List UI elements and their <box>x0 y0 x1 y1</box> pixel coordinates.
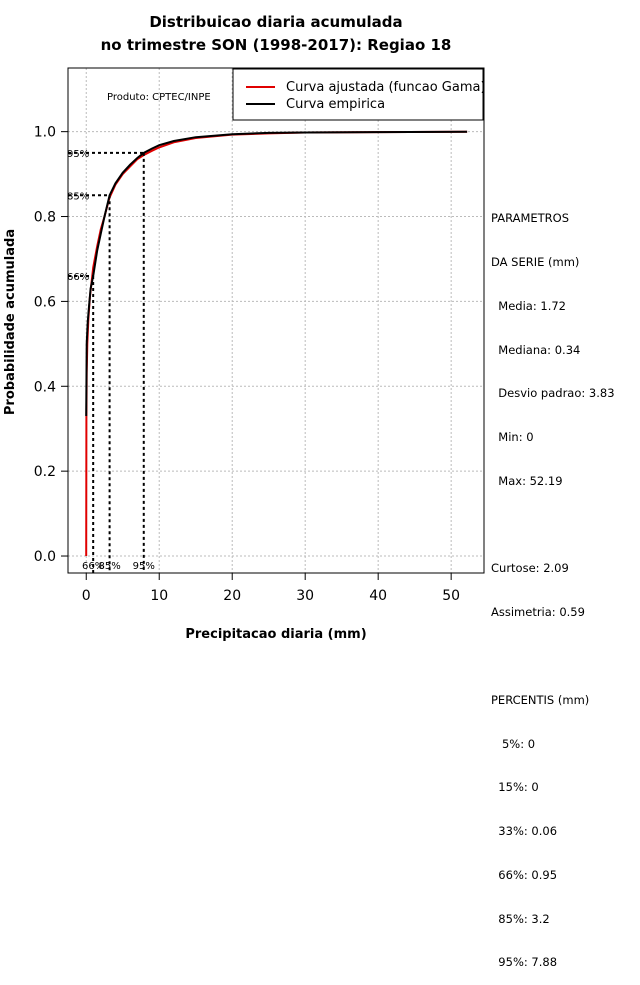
params-title-1: PARAMETROS <box>491 211 570 226</box>
cumulative-distribution-chart: 66%66%85%85%95%95% 0 10 20 30 40 500.00.20.40… <box>3 13 486 642</box>
percentile-y-label: 85% <box>67 191 89 202</box>
y-tick-label: 0.4 <box>34 379 56 395</box>
percentile-5: 5%: 0 <box>491 736 536 751</box>
legend-label-empirical: Curva empirica <box>286 97 385 112</box>
plot-frame <box>67 67 485 574</box>
axes: 0 10 20 30 40 50 0.0 0.2 0.4 0.6 0.8 1.0 <box>34 125 460 604</box>
empirical-curve <box>85 130 468 417</box>
y-tick-label: 0.8 <box>34 210 56 226</box>
percentile-95: 95%: 7.88 <box>491 955 558 970</box>
chart-title-line-1: Distribuicao diaria acumulada <box>149 13 402 31</box>
percentile-x-label: 85% <box>98 561 120 572</box>
percentile-y-label: 66% <box>67 272 89 283</box>
product-label: Produto: CPTEC/INPE <box>107 92 211 103</box>
x-tick-label: 30 <box>296 588 314 604</box>
y-axis-label: Probabilidade acumulada <box>3 229 18 415</box>
stat-desvio: Desvio padrao: 3.83 <box>491 386 615 401</box>
x-tick-label: 0 <box>82 588 91 604</box>
chart-title-line-2: no trimestre SON (1998-2017): Regiao 18 <box>101 36 452 54</box>
x-axis-label: Precipitacao diaria (mm) <box>185 627 366 642</box>
legend: Curva ajustada (funcao Gama) Curva empir… <box>232 68 486 121</box>
grid-lines <box>68 68 484 573</box>
stat-assimetria: Assimetria: 0.59 <box>491 605 585 620</box>
y-tick-label: 1.0 <box>34 125 56 141</box>
percentile-x-label: 95% <box>133 561 155 572</box>
x-tick-label: 20 <box>223 588 241 604</box>
curves <box>85 130 468 557</box>
percentile-66: 66%: 0.95 <box>491 867 558 882</box>
y-tick-label: 0.2 <box>34 464 56 480</box>
legend-label-fitted: Curva ajustada (funcao Gama) <box>286 80 486 95</box>
percentis-title: PERCENTIS (mm) <box>491 692 590 707</box>
percentile-33: 33%: 0.06 <box>491 824 558 839</box>
y-tick-label: 0.6 <box>34 294 56 310</box>
stat-curtose: Curtose: 2.09 <box>491 561 569 576</box>
legend-box <box>232 68 484 121</box>
x-tick-label: 40 <box>369 588 387 604</box>
percentile-85: 85%: 3.2 <box>491 911 550 926</box>
stat-media: Media: 1.72 <box>491 298 566 313</box>
percentile-15: 15%: 0 <box>491 780 539 795</box>
percentile-x-label: 66% <box>82 561 104 572</box>
x-tick-label: 50 <box>442 588 460 604</box>
statistics-panel: PARAMETROS DA SERIE (mm) Media: 1.72 Med… <box>491 182 615 985</box>
y-tick-label: 0.0 <box>34 549 56 565</box>
stat-max: Max: 52.19 <box>491 473 563 488</box>
percentile-y-label: 95% <box>67 149 89 160</box>
x-tick-label: 10 <box>150 588 168 604</box>
stat-min: Min: 0 <box>491 430 534 445</box>
params-title-2: DA SERIE (mm) <box>491 254 580 269</box>
percentile-markers: 66%66%85%85%95%95% <box>67 149 155 573</box>
stat-mediana: Mediana: 0.34 <box>491 342 581 357</box>
